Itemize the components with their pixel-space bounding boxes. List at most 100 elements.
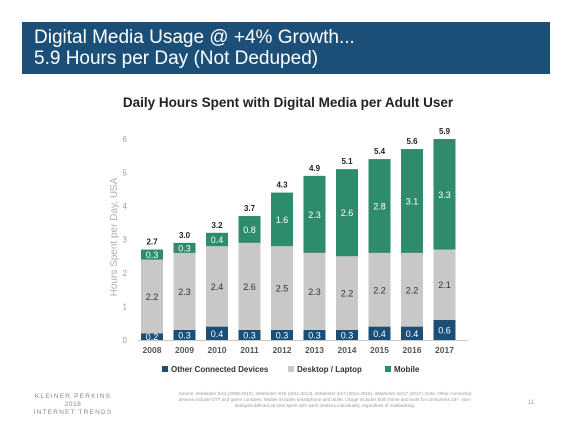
bar-segment xyxy=(271,246,293,330)
logo-line-2: 2018 xyxy=(64,401,82,408)
bar-segment xyxy=(141,259,163,334)
data-label: 0.3 xyxy=(243,330,256,340)
data-label: 2.2 xyxy=(341,289,354,299)
x-tick-label: 2014 xyxy=(338,345,357,355)
data-label: 0.3 xyxy=(178,243,191,253)
data-label: 2.2 xyxy=(406,285,419,295)
y-tick-label: 1 xyxy=(123,303,128,312)
bar-segment xyxy=(206,326,228,340)
x-tick-label: 2009 xyxy=(175,345,194,355)
legend-swatch xyxy=(385,366,391,372)
bar-segment xyxy=(401,326,423,340)
x-tick-label: 2011 xyxy=(240,345,259,355)
total-label: 3.7 xyxy=(244,204,256,213)
bar-segment xyxy=(238,329,261,340)
data-label: 2.3 xyxy=(178,287,191,297)
kpcb-logo: KLEINER PERKINS 2018 INTERNET TRENDS xyxy=(28,393,118,417)
y-tick-label: 2 xyxy=(123,269,128,278)
data-label: 0.4 xyxy=(211,235,224,245)
x-tick-label: 2016 xyxy=(403,345,422,355)
bar-segment xyxy=(173,242,196,253)
bar-segment xyxy=(303,329,326,340)
x-tick-label: 2010 xyxy=(208,345,227,355)
bar-segment xyxy=(141,333,163,340)
bar-segment xyxy=(433,319,456,340)
data-label: 3.3 xyxy=(438,190,451,200)
bar-segment xyxy=(173,252,196,330)
bar-segment xyxy=(303,252,326,330)
total-label: 4.3 xyxy=(276,181,288,190)
legend-label: Mobile xyxy=(394,365,420,374)
source-note: Source: eMarketer 9/14 (2008-2010), eMar… xyxy=(178,391,472,408)
data-label: 2.5 xyxy=(276,284,289,294)
data-label: 0.4 xyxy=(406,329,419,339)
data-label: 2.6 xyxy=(341,208,354,218)
data-label: 0.2 xyxy=(146,332,159,342)
data-label: 0.3 xyxy=(308,330,321,340)
data-label: 0.4 xyxy=(211,329,224,339)
legend-label: Desktop / Laptop xyxy=(297,365,362,374)
total-label: 3.2 xyxy=(211,221,223,230)
total-label: 5.9 xyxy=(439,127,451,136)
data-label: 2.8 xyxy=(373,202,386,212)
data-label: 2.3 xyxy=(308,210,321,220)
bar-segment xyxy=(433,139,456,250)
bar-segment xyxy=(368,326,391,340)
slide-title: Digital Media Usage @ +4% Growth... xyxy=(34,27,355,48)
legend-swatch xyxy=(288,366,294,372)
data-label: 2.4 xyxy=(211,282,224,292)
data-label: 0.3 xyxy=(276,330,289,340)
logo-line-3: INTERNET TRENDS xyxy=(33,409,113,416)
bar-segment xyxy=(401,149,423,253)
bar-segment xyxy=(238,242,261,330)
data-label: 2.2 xyxy=(373,285,386,295)
bar-segment xyxy=(368,252,391,327)
logo-line-1: KLEINER PERKINS xyxy=(34,393,112,400)
chart-title: Daily Hours Spent with Digital Media per… xyxy=(123,95,454,110)
bar-segment xyxy=(433,249,456,320)
data-label: 0.3 xyxy=(341,330,354,340)
x-tick-label: 2008 xyxy=(143,345,162,355)
y-tick-label: 5 xyxy=(123,169,128,178)
title-banner: Digital Media Usage @ +4% Growth... 5.9 … xyxy=(22,22,550,74)
data-label: 0.3 xyxy=(178,330,191,340)
total-label: 3.0 xyxy=(179,231,191,240)
y-axis-label: Hours Spent per Day, USA xyxy=(109,177,120,296)
bar-segment xyxy=(271,192,293,247)
x-tick-label: 2017 xyxy=(435,345,454,355)
data-label: 3.1 xyxy=(406,196,419,206)
bar-segment xyxy=(401,252,423,327)
total-label: 2.7 xyxy=(146,238,158,247)
x-tick-label: 2013 xyxy=(305,345,324,355)
x-tick-label: 2012 xyxy=(273,345,292,355)
total-label: 5.1 xyxy=(341,157,353,166)
data-label: 0.6 xyxy=(438,325,451,335)
data-label: 1.6 xyxy=(276,215,289,225)
slide-subtitle: 5.9 Hours per Day (Not Deduped) xyxy=(34,48,319,69)
bar-segment xyxy=(173,329,196,340)
x-tick-label: 2015 xyxy=(370,345,389,355)
bar-segment xyxy=(303,175,326,253)
bar-segment xyxy=(336,169,358,257)
bar-segment xyxy=(336,256,358,330)
y-tick-label: 6 xyxy=(123,135,128,144)
legend-label: Other Connected Devices xyxy=(171,365,269,374)
data-label: 2.3 xyxy=(308,287,321,297)
total-label: 4.9 xyxy=(309,164,321,173)
data-label: 2.6 xyxy=(243,282,256,292)
bar-segment xyxy=(206,246,228,327)
bar-segment xyxy=(238,216,261,243)
total-label: 5.4 xyxy=(374,147,386,156)
legend-swatch xyxy=(162,366,168,372)
data-label: 0.8 xyxy=(243,225,256,235)
data-label: 0.3 xyxy=(146,250,159,260)
data-label: 2.2 xyxy=(146,292,159,302)
data-label: 0.4 xyxy=(373,329,386,339)
bar-segment xyxy=(368,159,391,253)
bar-segment xyxy=(141,249,163,260)
bar-segment xyxy=(206,232,228,247)
bar-segment xyxy=(336,329,358,340)
data-label: 2.1 xyxy=(438,280,451,290)
bar-segment xyxy=(271,329,293,340)
